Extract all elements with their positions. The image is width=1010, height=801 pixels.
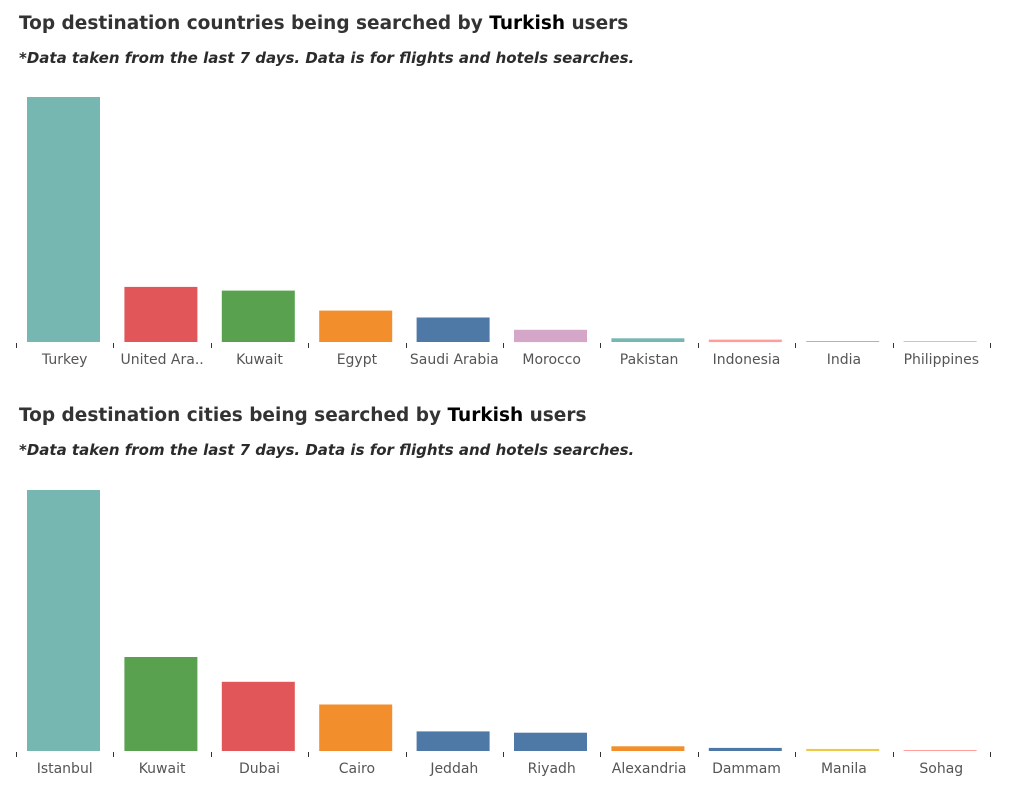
chart-title-highlight: Turkish: [447, 405, 524, 426]
bar-manila: [806, 748, 880, 751]
x-tick-label: Indonesia: [713, 352, 781, 368]
cities-chart-panel: Top destination cities being searched by…: [0, 392, 1010, 801]
x-tick-label: Morocco: [522, 352, 581, 368]
x-tick-label: Manila: [821, 761, 867, 777]
bar-egypt: [319, 310, 393, 342]
chart-title: Top destination countries being searched…: [19, 13, 628, 34]
x-tick-label: Jeddah: [429, 761, 478, 777]
x-tick-label: Cairo: [339, 761, 375, 777]
x-tick-label: United Ara..: [120, 352, 203, 368]
bar-dubai: [221, 681, 295, 751]
bar-philippines: [903, 341, 977, 342]
x-tick-label: Sohag: [919, 761, 963, 777]
bar-united-ara: [124, 286, 198, 342]
bar-india: [806, 341, 880, 342]
chart-title-prefix: Top destination countries being searched…: [19, 13, 490, 34]
bar-turkey: [27, 97, 100, 342]
countries-chart-panel: Top destination countries being searched…: [0, 0, 1010, 392]
bar-jeddah: [416, 731, 490, 751]
chart-subtitle: *Data taken from the last 7 days. Data i…: [19, 49, 635, 67]
x-tick-label: Kuwait: [139, 761, 186, 777]
x-tick-label: Dammam: [712, 761, 781, 777]
x-tick-label: Saudi Arabia: [410, 352, 499, 368]
chart-title: Top destination cities being searched by…: [19, 405, 587, 426]
bar-kuwait: [221, 290, 295, 342]
bar-saudi-arabia: [416, 317, 490, 342]
x-tick-label: Egypt: [337, 352, 378, 368]
x-tick-label: India: [827, 352, 861, 368]
bar-pakistan: [611, 338, 685, 342]
x-tick-label: Riyadh: [528, 761, 576, 777]
bar-riyadh: [514, 732, 587, 751]
bar-indonesia: [708, 339, 782, 343]
chart-title-highlight: Turkish: [489, 13, 566, 34]
x-tick-label: Dubai: [239, 761, 280, 777]
chart-title-suffix: users: [523, 405, 587, 426]
cities-bar-chart: Istanbul Kuwait Dubai Cairo Jeddah Riyadh Alex…: [16, 490, 991, 777]
bar-dammam: [708, 747, 782, 751]
chart-title-suffix: users: [565, 13, 629, 34]
bar-kuwait: [124, 657, 198, 751]
chart-title-prefix: Top destination cities being searched by: [19, 405, 448, 426]
bar-alexandria: [611, 746, 685, 751]
chart-subtitle: *Data taken from the last 7 days. Data i…: [19, 441, 635, 459]
countries-bar-chart: Turkey United Ara.. Kuwait Egypt Saudi Arabi…: [16, 97, 991, 368]
x-tick-label: Alexandria: [612, 761, 687, 777]
bar-morocco: [514, 329, 587, 343]
x-tick-label: Philippines: [904, 352, 979, 368]
x-tick-label: Turkey: [41, 352, 88, 368]
bar-sohag: [903, 750, 977, 751]
x-tick-label: Pakistan: [620, 352, 679, 368]
x-tick-label: Istanbul: [37, 761, 93, 777]
x-tick-label: Kuwait: [236, 352, 283, 368]
bar-istanbul: [27, 490, 100, 751]
bar-cairo: [319, 704, 393, 751]
